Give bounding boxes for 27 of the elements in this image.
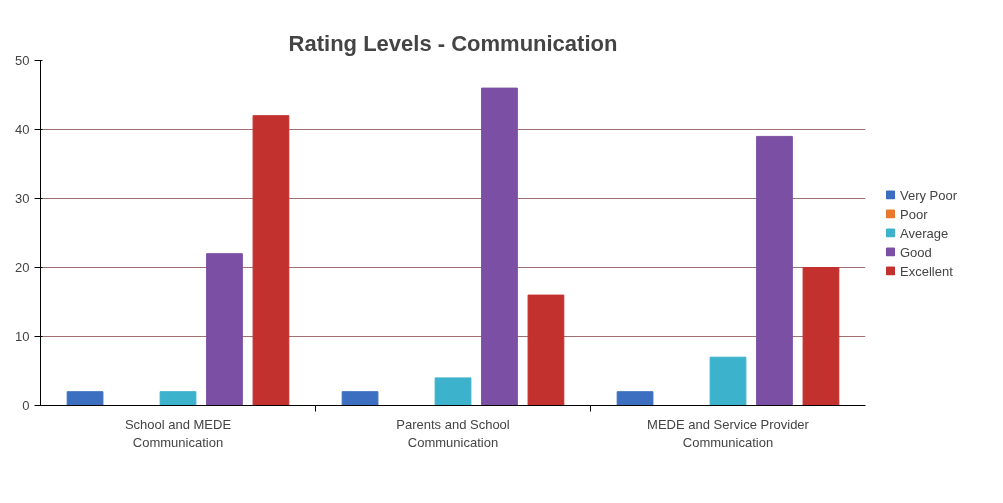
bar [66, 391, 104, 406]
y-tick-label: 10 [15, 329, 30, 344]
legend-label: Average [900, 225, 949, 240]
bar [206, 253, 243, 406]
y-tick-label: 40 [15, 122, 30, 137]
bar [159, 391, 197, 406]
y-tick-label: 20 [15, 260, 30, 275]
chart-title: Rating Levels - Communication [288, 30, 618, 56]
bar [756, 135, 793, 406]
x-tick-label: School and MEDE Communication [124, 416, 232, 450]
bar [434, 377, 472, 406]
bar [481, 87, 518, 406]
legend-label: Poor [900, 206, 928, 221]
legend-label: Good [900, 244, 932, 259]
y-tick-label: 30 [15, 191, 30, 206]
y-tick-label: 50 [15, 53, 30, 68]
x-tick-label: Parents and School Communication [396, 416, 510, 450]
y-tick-label: 0 [22, 398, 30, 413]
bar [527, 294, 565, 406]
bar [252, 115, 290, 406]
legend-label: Excellent [900, 263, 953, 278]
legend-label: Very Poor [900, 187, 958, 202]
x-tick-label: MEDE and Service Provider Communication [647, 416, 810, 450]
bar [802, 267, 840, 406]
bar [341, 391, 379, 406]
bar [616, 391, 654, 406]
bar [709, 356, 747, 406]
